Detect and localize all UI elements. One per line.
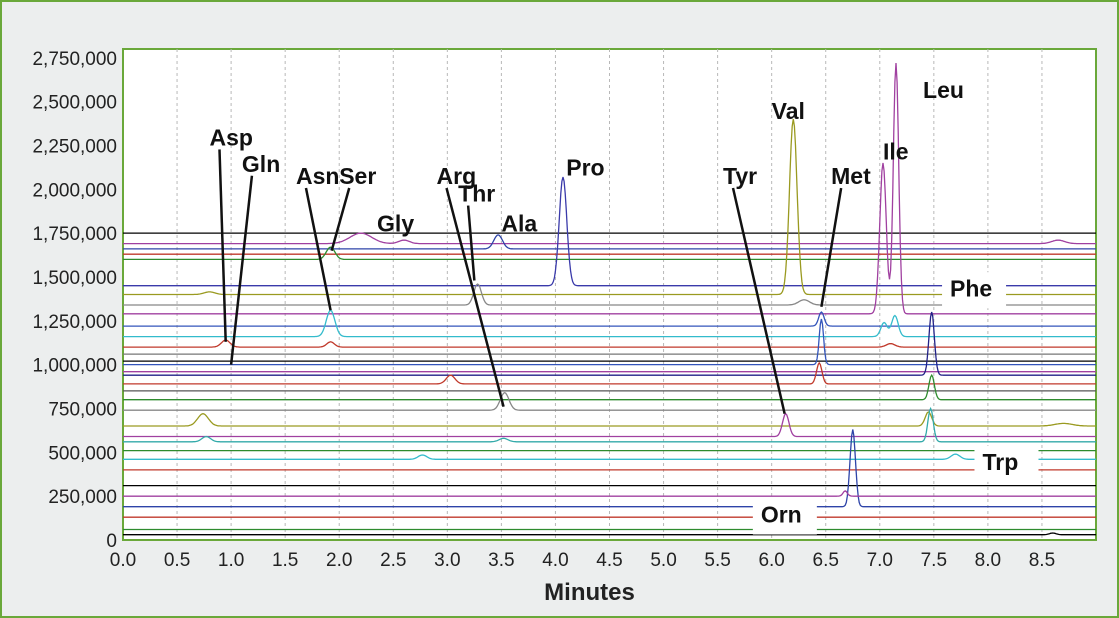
y-tick-label: 500,000 — [48, 443, 117, 464]
leader-line — [466, 205, 476, 281]
x-tick-label: 4.0 — [542, 550, 568, 571]
y-tick-label: 1,750,000 — [32, 224, 117, 245]
x-tick-label: 0.5 — [164, 550, 190, 571]
peak-label: Asn — [296, 163, 339, 189]
label-background — [752, 498, 817, 535]
x-tick-label: 5.5 — [704, 550, 730, 571]
peak-label: Orn — [761, 501, 802, 527]
trace-line — [123, 453, 1096, 460]
trace-line — [123, 119, 1096, 296]
peak-label: Pro — [566, 154, 604, 180]
x-tick-label: 6.5 — [813, 550, 839, 571]
trace-line — [123, 429, 1096, 508]
peak-label: Gly — [377, 210, 414, 236]
x-tick-label: 8.0 — [975, 550, 1001, 571]
peak-label: Trp — [982, 449, 1018, 475]
trace-line — [123, 283, 1096, 306]
x-axis-title: Minutes — [544, 579, 635, 606]
trace-line — [123, 339, 1096, 348]
y-tick-label: 250,000 — [48, 487, 117, 508]
peak-label: Thr — [458, 181, 495, 207]
trace-line — [123, 246, 1096, 261]
trace-line — [123, 311, 1096, 376]
trace-line — [123, 391, 1096, 411]
peak-label: Leu — [923, 77, 964, 103]
y-tick-label: 2,250,000 — [32, 136, 117, 157]
y-tick-label: 1,500,000 — [32, 268, 117, 289]
trace-line — [123, 490, 1096, 497]
y-tick-label: 0 — [106, 531, 117, 552]
peak-label: Ser — [339, 163, 376, 189]
peak-label: Met — [831, 163, 871, 189]
leader-line — [218, 149, 227, 342]
y-tick-label: 750,000 — [48, 399, 117, 420]
x-tick-label: 3.5 — [488, 550, 514, 571]
y-tick-label: 1,250,000 — [32, 312, 117, 333]
peak-label: Tyr — [723, 163, 757, 189]
x-tick-label: 2.0 — [326, 550, 352, 571]
x-tick-label: 3.0 — [434, 550, 460, 571]
peak-label: Gln — [242, 151, 280, 177]
label-background — [974, 445, 1039, 482]
y-tick-label: 2,500,000 — [32, 93, 117, 114]
peak-label: Val — [772, 98, 805, 124]
x-tick-label: 4.5 — [596, 550, 622, 571]
peak-label: Arg — [437, 163, 477, 189]
trace-line — [123, 318, 1096, 366]
leader-line — [229, 175, 254, 365]
x-tick-label: 1.5 — [272, 550, 298, 571]
y-tick-label: 2,000,000 — [32, 180, 117, 201]
trace-line — [123, 234, 1096, 250]
trace-line — [123, 176, 1096, 287]
x-tick-label: 5.0 — [650, 550, 676, 571]
x-tick-label: 8.5 — [1029, 550, 1055, 571]
x-tick-label: 2.5 — [380, 550, 406, 571]
x-tick-label: 7.5 — [921, 550, 947, 571]
trace-line — [123, 232, 1096, 245]
peak-label: Ile — [883, 138, 909, 164]
trace-line — [123, 373, 1096, 401]
leader-line — [820, 187, 843, 307]
trace-line — [123, 532, 1096, 536]
peak-label: Asp — [209, 124, 252, 150]
trace-line — [123, 406, 1096, 443]
trace-line — [123, 412, 1096, 438]
leader-line — [330, 187, 351, 251]
leader-line — [731, 187, 786, 415]
x-tick-label: 1.0 — [218, 550, 244, 571]
label-background — [942, 272, 1007, 309]
trace-line — [123, 62, 1096, 315]
x-tick-label: 7.0 — [867, 550, 893, 571]
y-tick-label: 1,000,000 — [32, 356, 117, 377]
y-tick-label: 2,750,000 — [32, 49, 117, 70]
x-tick-label: 6.0 — [758, 550, 784, 571]
x-tick-label: 0.0 — [110, 550, 136, 571]
peak-label: Ala — [501, 210, 537, 236]
leader-line — [445, 187, 505, 408]
leader-line — [304, 187, 332, 311]
peak-label: Phe — [950, 275, 992, 301]
